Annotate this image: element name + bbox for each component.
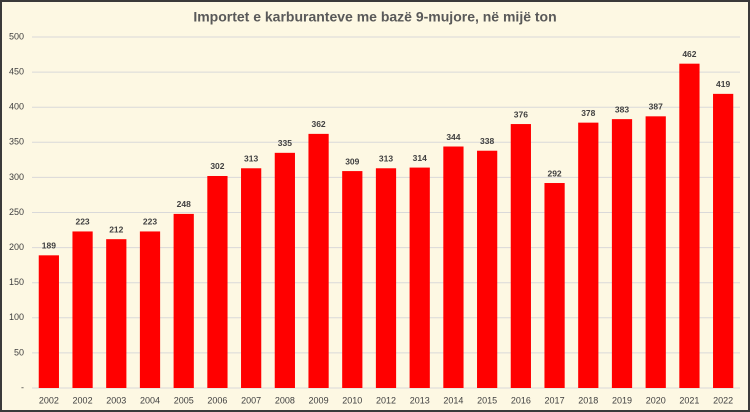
x-tick-label: 2019 (612, 395, 632, 405)
bar (308, 133, 329, 388)
data-label: 387 (649, 102, 663, 112)
x-tick-label: 2017 (545, 395, 565, 405)
data-label: 462 (682, 49, 696, 59)
data-label: 313 (244, 154, 258, 164)
bar (207, 175, 228, 388)
data-label: 223 (143, 217, 157, 227)
bar (139, 231, 161, 388)
y-tick-label: 100 (9, 312, 24, 322)
y-tick-label: 400 (9, 102, 24, 112)
y-tick-label: 350 (9, 137, 24, 147)
bar (173, 213, 194, 388)
bar (679, 63, 700, 389)
data-label: 313 (379, 154, 393, 164)
bar (106, 239, 127, 388)
x-tick-label: 2022 (713, 395, 733, 405)
data-label: 376 (514, 109, 528, 119)
data-label: 292 (547, 168, 561, 178)
bar (409, 167, 430, 388)
bar (443, 146, 464, 388)
x-tick-label: 2012 (376, 395, 396, 405)
x-tick-label: 2018 (578, 395, 598, 405)
x-tick-label: 2002 (39, 395, 59, 405)
bar (544, 183, 565, 388)
data-label: 212 (109, 224, 123, 234)
y-tick-label: 500 (9, 31, 24, 41)
y-tick-label: 450 (9, 66, 24, 76)
data-label: 362 (311, 119, 325, 129)
bar (713, 93, 734, 388)
bar (510, 124, 531, 388)
data-label: 302 (210, 161, 224, 171)
x-tick-label: 2004 (140, 395, 160, 405)
x-tick-label: 2005 (174, 395, 194, 405)
data-label: 344 (446, 132, 460, 142)
bar (342, 171, 363, 388)
y-tick-label: 250 (9, 207, 24, 217)
x-tick-label: 2006 (207, 395, 227, 405)
bar (38, 255, 59, 388)
bar (477, 150, 498, 388)
bar (611, 119, 633, 388)
x-tick-label: 2007 (241, 395, 261, 405)
x-tick-label: 2015 (477, 395, 497, 405)
x-tick-label: 2010 (342, 395, 362, 405)
bar (241, 168, 262, 388)
x-tick-label: 2014 (443, 395, 463, 405)
bar (578, 122, 599, 389)
bar (72, 231, 93, 388)
y-tick-label: 50 (14, 347, 24, 357)
data-label: 378 (581, 108, 595, 118)
data-label: 314 (413, 153, 427, 163)
bar (645, 116, 666, 389)
x-tick-label: 2021 (679, 395, 699, 405)
x-tick-label: 2013 (410, 395, 430, 405)
x-tick-label: 2020 (646, 395, 666, 405)
y-tick-label: 150 (9, 277, 24, 287)
data-label: 338 (480, 136, 494, 146)
y-tick-label: 200 (9, 242, 24, 252)
x-tick-label: 2016 (511, 395, 531, 405)
x-tick-label: 2003 (106, 395, 126, 405)
bar (274, 152, 295, 388)
data-label: 223 (75, 217, 89, 227)
chart-title: Importet e karburanteve me bazë 9-mujore… (193, 9, 556, 25)
y-tick-label: - (21, 382, 24, 392)
bar (375, 168, 397, 388)
y-tick-label: 300 (9, 172, 24, 182)
x-tick-label: 2002 (73, 395, 93, 405)
data-label: 309 (345, 156, 359, 166)
data-label: 419 (716, 79, 730, 89)
data-label: 335 (278, 138, 292, 148)
data-label: 383 (615, 104, 629, 114)
data-label: 248 (177, 199, 191, 209)
data-label: 189 (42, 241, 56, 251)
x-tick-label: 2009 (309, 395, 329, 405)
x-tick-label: 2008 (275, 395, 295, 405)
